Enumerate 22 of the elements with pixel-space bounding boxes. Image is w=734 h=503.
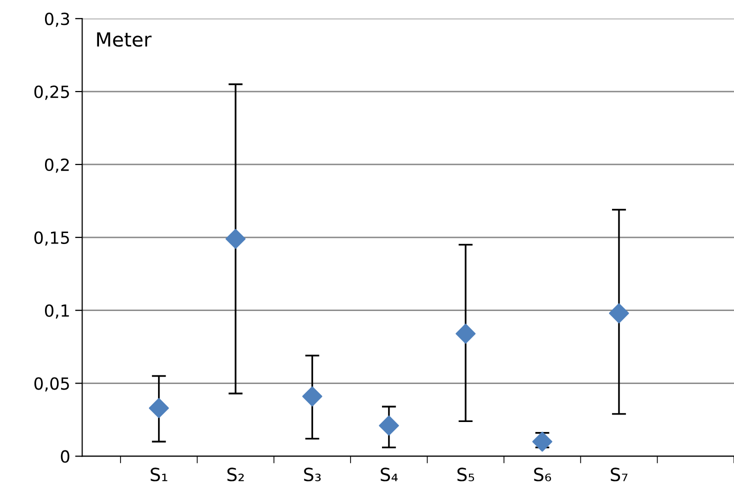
- y-tick-label: 0,1: [44, 304, 69, 319]
- point: [226, 228, 246, 249]
- point: [532, 432, 552, 452]
- x-tick-label: S₃: [304, 468, 321, 482]
- point: [608, 303, 629, 324]
- x-tick-label: S₂: [227, 468, 244, 482]
- point: [378, 416, 399, 436]
- y-tick-label: 0,05: [34, 377, 69, 392]
- x-tick-label: S₅: [457, 468, 474, 482]
- y-tick-label: 0,25: [34, 86, 69, 100]
- y-tick-label: 0,2: [44, 158, 69, 173]
- point: [302, 386, 322, 406]
- x-tick-label: S₆: [534, 468, 552, 482]
- point: [456, 324, 476, 344]
- y-axis-title: Meter: [97, 32, 152, 47]
- x-tick-label: S₇: [610, 468, 628, 482]
- y-tick-label: 0,3: [44, 12, 70, 27]
- y-tick-label: 0,15: [34, 231, 69, 246]
- y-tick-label: 0: [60, 450, 70, 463]
- point: [148, 398, 169, 418]
- x-tick-label: S₄: [380, 468, 398, 482]
- x-tick-label: S₁: [150, 468, 168, 482]
